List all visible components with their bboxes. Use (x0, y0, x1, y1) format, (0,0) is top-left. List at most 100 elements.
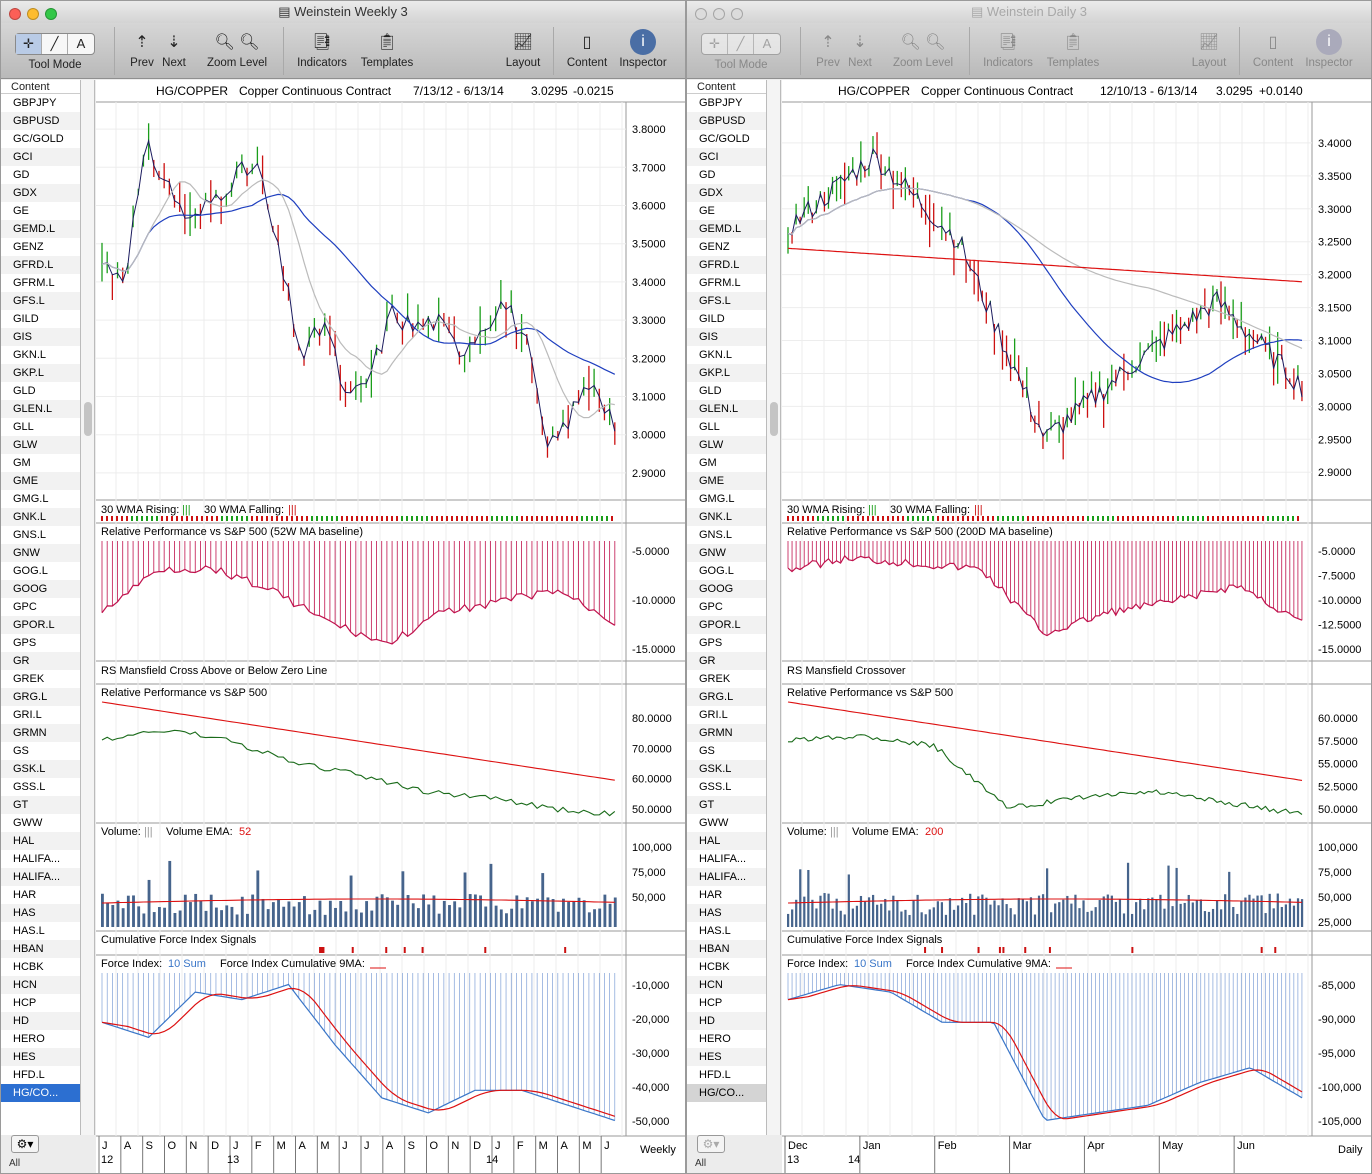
list-item[interactable]: GT (687, 796, 766, 814)
list-item[interactable]: GKP.L (687, 364, 766, 382)
list-item[interactable]: HCP (699, 997, 723, 1009)
list-scrollbar[interactable] (767, 80, 781, 1135)
list-item[interactable]: GEMD.L (687, 220, 766, 238)
list-item[interactable]: GE (13, 205, 29, 217)
text-tool-icon[interactable]: A (762, 36, 772, 51)
list-item[interactable]: HBAN (1, 940, 80, 958)
list-item[interactable]: GSS.L (699, 781, 732, 793)
list-item[interactable]: GNS.L (699, 529, 733, 541)
scroll-thumb[interactable] (770, 402, 778, 436)
list-item[interactable]: GD (699, 169, 716, 181)
list-item[interactable]: GREK (13, 673, 45, 685)
weekly-chart-window[interactable]: ▤ Weinstein Weekly 3 ✛ ╱ A Tool Mode ⇡ Prev… (0, 0, 686, 1174)
list-item[interactable]: GD (13, 169, 30, 181)
list-item[interactable]: GC/GOLD (699, 133, 750, 145)
list-item[interactable]: HD (687, 1012, 766, 1030)
list-item[interactable]: HALIFA... (1, 868, 80, 886)
list-item[interactable]: GIS (687, 328, 766, 346)
list-item[interactable]: HERO (13, 1033, 45, 1045)
symbol-list[interactable]: Content GBPJPY GBPUSD GC/GOLD GCI GD GDX GE GEM… (687, 80, 767, 1135)
list-item[interactable]: GME (1, 472, 80, 490)
list-item[interactable]: GNK.L (1, 508, 80, 526)
list-item[interactable]: HFD.L (699, 1069, 731, 1081)
list-item[interactable]: GPS (699, 637, 723, 649)
list-item[interactable]: GOOG (687, 580, 766, 598)
templates-button[interactable]: 📋︎ Templates (357, 27, 417, 69)
list-item[interactable]: GBPUSD (1, 112, 80, 130)
list-item[interactable]: GMG.L (13, 493, 49, 505)
list-item[interactable]: GWW (699, 817, 729, 829)
list-item[interactable]: HG/CO... (687, 1084, 766, 1102)
list-item[interactable]: HAS.L (699, 925, 731, 937)
list-item[interactable]: GFS.L (1, 292, 80, 310)
list-item[interactable]: GPOR.L (687, 616, 766, 634)
list-item[interactable]: HCN (687, 976, 766, 994)
list-item[interactable]: GDX (687, 184, 766, 202)
list-item[interactable]: GLD (13, 385, 36, 397)
list-item[interactable]: GCI (687, 148, 766, 166)
list-item[interactable]: GLL (699, 421, 720, 433)
content-button[interactable]: ▯ Content (1249, 27, 1297, 69)
list-item[interactable]: HAS (1, 904, 80, 922)
daily-chart-window[interactable]: ▤ Weinstein Daily 3 ✛ ╱ A Tool Mode ⇡ Prev … (686, 0, 1372, 1174)
list-item[interactable]: HES (1, 1048, 80, 1066)
list-item[interactable]: HERO (699, 1033, 731, 1045)
list-item[interactable]: GLL (13, 421, 34, 433)
list-item[interactable]: HD (1, 1012, 80, 1030)
list-item[interactable]: GENZ (13, 241, 44, 253)
list-item[interactable]: GEMD.L (1, 220, 80, 238)
indicators-button[interactable]: 📑︎ Indicators (293, 27, 351, 69)
line-tool-icon[interactable]: ╱ (728, 34, 754, 54)
symbol-list[interactable]: Content GBPJPY GBPUSD GC/GOLD GCI GD GDX GE GEM… (1, 80, 81, 1135)
prev-button[interactable]: ⇡ Prev (127, 27, 157, 69)
list-item[interactable]: GPC (13, 601, 37, 613)
gear-icon[interactable]: ⚙▾ (697, 1135, 725, 1153)
list-item[interactable]: GR (687, 652, 766, 670)
text-tool-icon[interactable]: A (76, 36, 86, 51)
tool-mode-control[interactable]: ✛ ╱ A Tool Mode (701, 27, 781, 71)
window-titlebar[interactable]: ▤ Weinstein Daily 3 (687, 1, 1371, 23)
list-scrollbar[interactable] (81, 80, 95, 1135)
crosshair-tool-icon[interactable]: ✛ (16, 34, 42, 54)
list-item[interactable]: GREK (699, 673, 731, 685)
list-item[interactable]: GDX (1, 184, 80, 202)
list-item[interactable]: HAL (1, 832, 80, 850)
list-item[interactable]: GNS.L (13, 529, 47, 541)
list-item[interactable]: GIS (1, 328, 80, 346)
line-tool-icon[interactable]: ╱ (42, 34, 68, 54)
list-item[interactable]: GENZ (699, 241, 730, 253)
zoom-icons[interactable]: 🔍︎ 🔍︎ (214, 34, 260, 51)
list-item[interactable]: GILD (699, 313, 725, 325)
list-item[interactable]: GNK.L (687, 508, 766, 526)
inspector-button[interactable]: i Inspector (1301, 27, 1357, 69)
list-item[interactable]: HES (687, 1048, 766, 1066)
list-item[interactable]: GLD (699, 385, 722, 397)
list-item[interactable]: GOG.L (699, 565, 734, 577)
list-item[interactable]: HCBK (13, 961, 44, 973)
indicators-button[interactable]: 📑︎ Indicators (979, 27, 1037, 69)
list-item[interactable]: HALIFA... (687, 868, 766, 886)
list-item[interactable]: HG/CO... (1, 1084, 80, 1102)
inspector-button[interactable]: i Inspector (615, 27, 671, 69)
list-item[interactable]: GKP.L (1, 364, 80, 382)
list-item[interactable]: HAL (687, 832, 766, 850)
list-item[interactable]: GOG.L (13, 565, 48, 577)
zoom-level-control[interactable]: 🔍︎ 🔍︎ Zoom Level (203, 27, 271, 69)
list-item[interactable]: GR (1, 652, 80, 670)
daily-chart[interactable]: HG/COPPER Copper Continuous Contract 12/10… (782, 80, 1371, 1173)
list-item[interactable]: HALIFA... (699, 853, 747, 865)
list-item[interactable]: HBAN (687, 940, 766, 958)
zoom-icons[interactable]: 🔍︎ 🔍︎ (900, 34, 946, 51)
list-item[interactable]: GILD (13, 313, 39, 325)
list-item[interactable]: GMG.L (699, 493, 735, 505)
list-item[interactable]: GC/GOLD (13, 133, 64, 145)
list-item[interactable]: GS (699, 745, 715, 757)
list-item[interactable]: GM (699, 457, 717, 469)
list-item[interactable]: GNW (1, 544, 80, 562)
next-button[interactable]: ⇣ Next (159, 27, 189, 69)
close-button[interactable] (9, 8, 21, 20)
list-item[interactable]: GFRM.L (699, 277, 741, 289)
gear-icon[interactable]: ⚙▾ (11, 1135, 39, 1153)
list-item[interactable]: GWW (13, 817, 43, 829)
content-button[interactable]: ▯ Content (563, 27, 611, 69)
